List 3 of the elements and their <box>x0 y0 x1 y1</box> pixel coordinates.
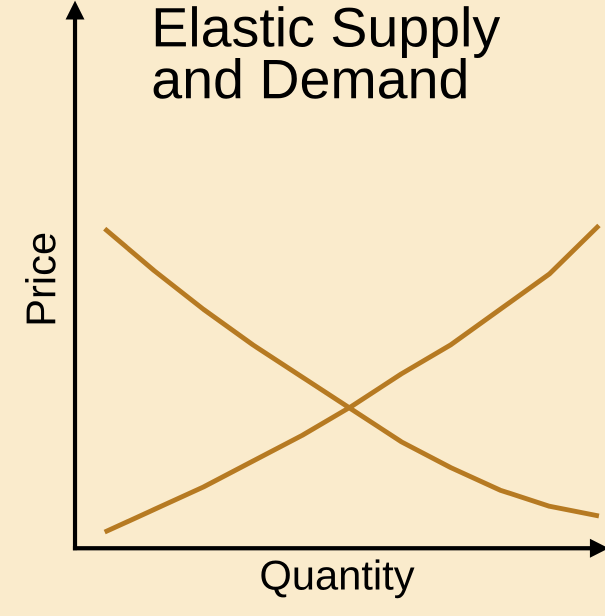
y-axis-title: Price <box>25 234 56 324</box>
chart-title: Elastic Supply and Demand <box>154 6 500 99</box>
x-axis-title: Quantity <box>261 559 414 598</box>
